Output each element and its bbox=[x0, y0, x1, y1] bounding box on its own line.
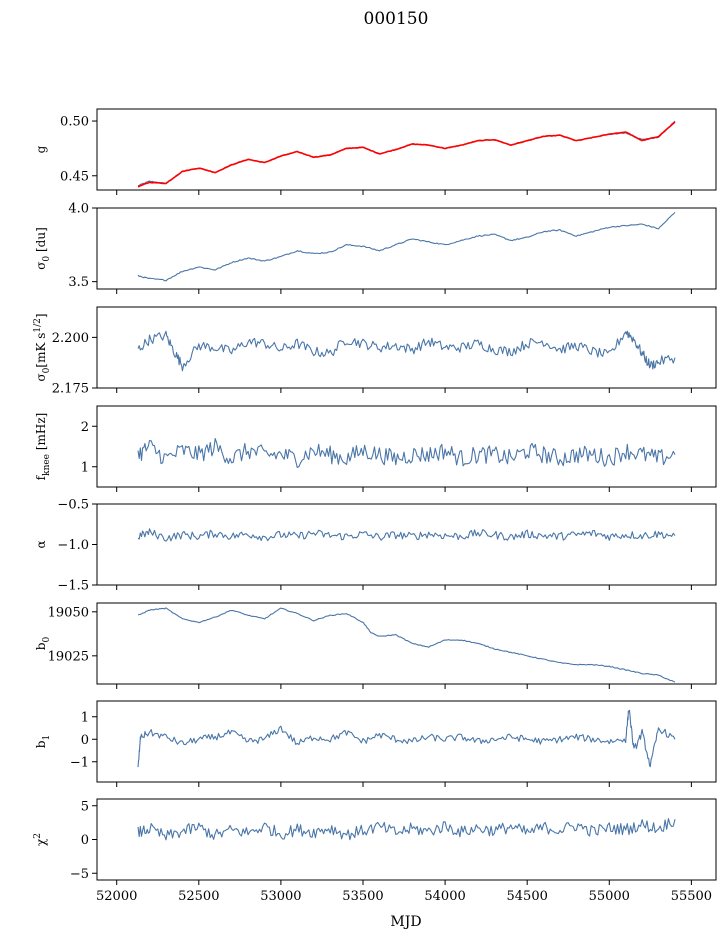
x-tick-label: 54500 bbox=[507, 889, 548, 904]
y-axis-label: σ0[mK s1/2] bbox=[33, 313, 52, 381]
series-line bbox=[137, 330, 676, 372]
panel-1: 0.45 0.50 g bbox=[34, 108, 717, 195]
y-axis-label-group: b0 bbox=[34, 637, 52, 651]
y-tick-label: 2.175 bbox=[52, 382, 89, 397]
y-tick-label: 0 bbox=[81, 833, 89, 848]
y-tick-label: 0.50 bbox=[60, 115, 89, 130]
series-line bbox=[137, 212, 676, 282]
y-axis-label-group: b1 bbox=[34, 735, 52, 748]
series-line bbox=[137, 709, 676, 768]
axes-frame bbox=[96, 503, 717, 586]
y-tick-label: −1.0 bbox=[57, 538, 89, 553]
y-axis-label-group: fknee [mHz] bbox=[34, 413, 52, 481]
y-axis-label: b1 bbox=[34, 735, 52, 748]
series-line bbox=[137, 607, 676, 683]
axes-frame bbox=[96, 207, 717, 290]
series-line bbox=[137, 528, 676, 542]
axes-frame bbox=[96, 108, 717, 191]
x-tick-label: 52500 bbox=[178, 889, 219, 904]
panel-8: −5 0 5 52000 52500 53000 53500 54000 54500 55000 5… bbox=[33, 798, 717, 904]
x-tick-label: 55000 bbox=[589, 889, 630, 904]
y-tick-label: 3.5 bbox=[68, 275, 89, 290]
panel-5: −1.5 −1.0 −0.5 α bbox=[34, 498, 717, 594]
y-tick-label: 5 bbox=[81, 799, 89, 814]
x-tick-label: 53500 bbox=[342, 889, 383, 904]
x-tick-label: 54000 bbox=[424, 889, 465, 904]
figure-title: 000150 bbox=[364, 9, 429, 29]
axes-frame bbox=[96, 405, 717, 488]
y-axis-label-group: σ0 [du] bbox=[34, 227, 52, 270]
x-tick-label: 53000 bbox=[260, 889, 301, 904]
y-tick-label: 0.45 bbox=[60, 169, 89, 184]
y-axis-label-group: g bbox=[34, 145, 48, 153]
y-tick-label: −1.5 bbox=[57, 579, 89, 594]
y-axis-label: σ0 [du] bbox=[34, 227, 52, 270]
y-axis-label: α bbox=[34, 540, 48, 548]
series-line bbox=[137, 818, 676, 841]
y-tick-label: 1 bbox=[81, 710, 89, 725]
y-tick-label: −0.5 bbox=[57, 498, 89, 513]
panel-6: 19025 19050 b0 bbox=[34, 602, 717, 689]
y-axis-label: χ2 bbox=[33, 833, 48, 846]
x-axis-label: MJD bbox=[390, 914, 421, 930]
axes-frame bbox=[96, 306, 717, 389]
panel-2: 3.5 4.0 σ0 [du] bbox=[34, 202, 717, 294]
axes-frame bbox=[96, 798, 717, 881]
y-axis-label: g bbox=[34, 145, 48, 153]
axes-frame bbox=[96, 700, 717, 783]
model-fit-line bbox=[137, 121, 676, 188]
series-line bbox=[137, 438, 676, 469]
x-tick-label: 52000 bbox=[96, 889, 137, 904]
y-axis-label: b0 bbox=[34, 637, 52, 651]
axes-frame bbox=[96, 602, 717, 685]
y-tick-label: 4.0 bbox=[68, 202, 89, 217]
panel-4: 1 2 fknee [mHz] bbox=[34, 405, 717, 492]
y-axis-label-group: χ2 bbox=[33, 833, 48, 846]
y-tick-label: −5 bbox=[70, 867, 89, 882]
y-axis-label: fknee [mHz] bbox=[34, 413, 52, 481]
panel-7: −1 0 1 b1 bbox=[34, 700, 717, 787]
y-tick-label: 1 bbox=[81, 460, 89, 475]
y-tick-label: 19025 bbox=[48, 649, 89, 664]
series-line bbox=[137, 120, 676, 187]
y-axis-label-group: α bbox=[34, 540, 48, 548]
y-tick-label: −1 bbox=[70, 755, 89, 770]
y-tick-label: 2.200 bbox=[52, 331, 89, 346]
y-tick-label: 2 bbox=[81, 420, 89, 435]
y-tick-label: 0 bbox=[81, 733, 89, 748]
y-tick-label: 19050 bbox=[48, 605, 89, 620]
x-tick-label: 55500 bbox=[671, 889, 712, 904]
y-axis-label-group: σ0[mK s1/2] bbox=[33, 313, 52, 381]
